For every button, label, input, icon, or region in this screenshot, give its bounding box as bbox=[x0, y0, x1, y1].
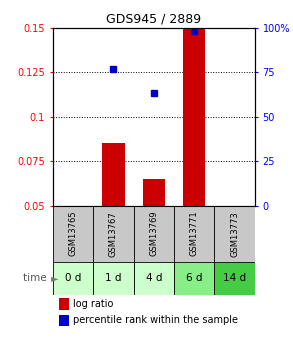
Bar bbox=[102, 143, 125, 206]
Bar bbox=[53, 206, 93, 262]
Title: GDS945 / 2889: GDS945 / 2889 bbox=[106, 12, 201, 25]
Text: percentile rank within the sample: percentile rank within the sample bbox=[73, 315, 238, 325]
Bar bbox=[134, 206, 174, 262]
Text: GSM13773: GSM13773 bbox=[230, 211, 239, 257]
Text: GSM13771: GSM13771 bbox=[190, 211, 199, 256]
Text: 4 d: 4 d bbox=[146, 273, 162, 283]
Bar bbox=[134, 262, 174, 295]
Bar bbox=[214, 262, 255, 295]
Bar bbox=[59, 315, 69, 326]
Text: 0 d: 0 d bbox=[65, 273, 81, 283]
Text: 6 d: 6 d bbox=[186, 273, 202, 283]
Bar bbox=[59, 298, 69, 309]
Text: GSM13769: GSM13769 bbox=[149, 211, 158, 256]
Bar bbox=[174, 206, 214, 262]
Text: GSM13765: GSM13765 bbox=[69, 211, 77, 256]
Bar bbox=[53, 262, 93, 295]
Text: 14 d: 14 d bbox=[223, 273, 246, 283]
Text: GSM13767: GSM13767 bbox=[109, 211, 118, 257]
Bar bbox=[93, 262, 134, 295]
Bar bbox=[214, 206, 255, 262]
Text: time: time bbox=[23, 273, 50, 283]
Bar bbox=[93, 206, 134, 262]
Bar bbox=[143, 179, 165, 206]
Text: ►: ► bbox=[51, 273, 59, 283]
Text: 1 d: 1 d bbox=[105, 273, 122, 283]
Bar bbox=[183, 28, 205, 206]
Text: log ratio: log ratio bbox=[73, 299, 113, 309]
Bar bbox=[174, 262, 214, 295]
